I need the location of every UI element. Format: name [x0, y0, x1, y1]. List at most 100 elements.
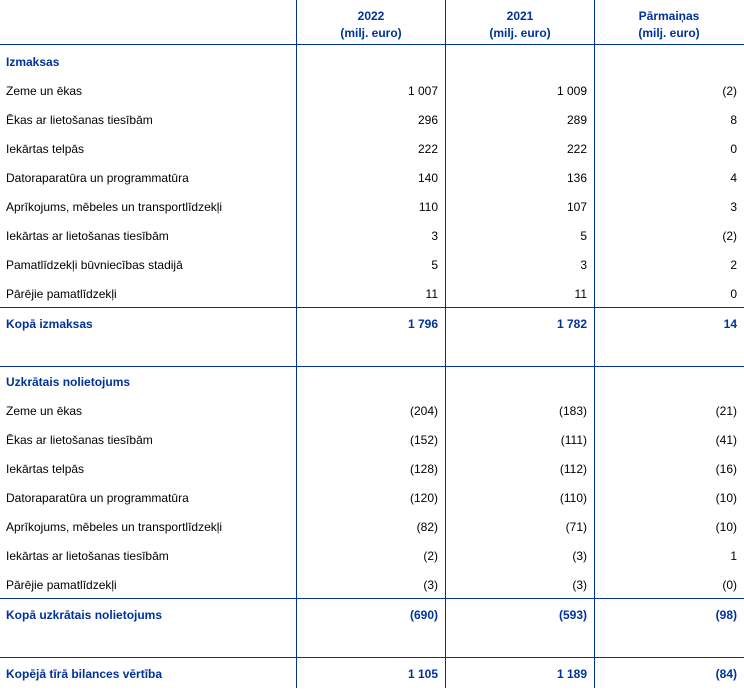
table-row: Zeme un ēkas (204) (183) (21): [0, 402, 744, 420]
value-2021: 1 009: [556, 84, 587, 98]
table-row: Pārējie pamatlīdzekļi (3) (3) (0): [0, 576, 744, 594]
value-2021: (3): [572, 578, 587, 592]
row-label: Iekārtas ar lietošanas tiesībām: [6, 549, 169, 563]
value-2022: (204): [409, 404, 438, 418]
value-change: (10): [715, 491, 737, 505]
value-change: (21): [715, 404, 737, 418]
row-label: Kopējā tīrā bilances vērtība: [6, 667, 163, 681]
column-unit: (milj. euro): [340, 26, 402, 40]
value-change: 4: [730, 171, 737, 185]
value-change: (41): [715, 433, 737, 447]
value-change: (98): [715, 608, 737, 622]
value-2021: 222: [566, 142, 587, 156]
value-2021: 5: [580, 229, 587, 243]
row-label: Iekārtas telpās: [6, 142, 85, 156]
table-row: Iekārtas telpās 222 222 0: [0, 140, 744, 158]
value-2021: (112): [559, 462, 587, 476]
row-divider: [0, 598, 744, 599]
row-label: Aprīkojums, mēbeles un transportlīdzekļi: [6, 520, 223, 534]
value-2022: 296: [417, 113, 438, 127]
row-label: Kopā uzkrātais nolietojums: [6, 608, 163, 622]
value-change: 0: [730, 142, 737, 156]
value-change: (16): [715, 462, 737, 476]
value-2022: 140: [417, 171, 438, 185]
value-2021: (71): [565, 520, 587, 534]
value-2022: 222: [417, 142, 438, 156]
table-row: Datoraparatūra un programmatūra 140 136 4: [0, 169, 744, 187]
column-header-2021: 2021 (milj. euro): [446, 8, 594, 42]
value-2021: 107: [566, 200, 587, 214]
value-2021: 3: [580, 258, 587, 272]
table-row: Datoraparatūra un programmatūra (120) (110…: [0, 489, 744, 507]
row-label: Datoraparatūra un programmatūra: [6, 171, 189, 185]
value-change: (84): [715, 667, 737, 681]
table-row: Ēkas ar lietošanas tiesībām 296 289 8: [0, 111, 744, 129]
header-divider: [0, 44, 744, 45]
table-row: Aprīkojums, mēbeles un transportlīdzekļi…: [0, 198, 744, 216]
value-2022: 110: [418, 200, 438, 214]
column-divider: [296, 0, 297, 688]
table-row: Pārējie pamatlīdzekļi 11 11 0: [0, 285, 744, 303]
value-change: 14: [723, 317, 737, 331]
table-row: Iekārtas ar lietošanas tiesībām (2) (3) 1: [0, 547, 744, 565]
row-label: Zeme un ēkas: [6, 84, 83, 98]
column-unit: (milj. euro): [489, 26, 551, 40]
value-2021: 136: [566, 171, 587, 185]
row-label: Ēkas ar lietošanas tiesībām: [6, 433, 153, 447]
value-change: 8: [730, 113, 737, 127]
section-title: Uzkrātais nolietojums: [0, 373, 744, 391]
value-2022: (120): [409, 491, 438, 505]
value-change: 2: [730, 258, 737, 272]
row-divider: [0, 307, 744, 308]
total-row: Kopā uzkrātais nolietojums (690) (593) (98): [0, 606, 744, 624]
value-2022: (690): [409, 608, 438, 622]
value-2022: 3: [431, 229, 438, 243]
value-2021: (111): [560, 433, 587, 447]
value-2022: (152): [409, 433, 438, 447]
value-2022: 11: [425, 287, 438, 301]
value-2022: 1 796: [407, 317, 438, 331]
value-change: (10): [715, 520, 737, 534]
row-divider: [0, 657, 744, 658]
column-year: 2022: [357, 9, 385, 23]
value-change: 0: [730, 287, 737, 301]
row-label: Zeme un ēkas: [6, 404, 83, 418]
table-row: Ēkas ar lietošanas tiesībām (152) (111) (41…: [0, 431, 744, 449]
value-2022: 1 007: [407, 84, 438, 98]
value-2022: (82): [416, 520, 438, 534]
value-change: (2): [722, 84, 737, 98]
value-2021: 11: [574, 287, 587, 301]
value-2021: 1 189: [556, 667, 587, 681]
row-label: Pārējie pamatlīdzekļi: [6, 287, 117, 301]
section-title-label: Izmaksas: [6, 55, 60, 69]
row-label: Ēkas ar lietošanas tiesībām: [6, 113, 153, 127]
column-header-change: Pārmaiņas (milj. euro): [595, 8, 743, 42]
row-divider: [0, 366, 744, 367]
value-change: (0): [722, 578, 737, 592]
value-2021: (183): [558, 404, 587, 418]
section-title: Izmaksas: [0, 53, 744, 71]
value-2022: 1 105: [407, 667, 438, 681]
row-label: Aprīkojums, mēbeles un transportlīdzekļi: [6, 200, 223, 214]
value-2021: 289: [566, 113, 587, 127]
value-2021: (3): [572, 549, 587, 563]
table-row: Pamatlīdzekļi būvniecības stadijā 5 3 2: [0, 256, 744, 274]
table-row: Iekārtas telpās (128) (112) (16): [0, 460, 744, 478]
value-2021: (110): [559, 491, 587, 505]
value-2022: (3): [423, 578, 438, 592]
value-change: 3: [730, 200, 737, 214]
value-2022: (128): [409, 462, 438, 476]
column-year: 2021: [506, 9, 534, 23]
row-label: Pamatlīdzekļi būvniecības stadijā: [6, 258, 183, 272]
row-label: Kopā izmaksas: [6, 317, 93, 331]
value-2022: (2): [423, 549, 438, 563]
total-row: Kopā izmaksas 1 796 1 782 14: [0, 315, 744, 333]
table-row: Aprīkojums, mēbeles un transportlīdzekļi…: [0, 518, 744, 536]
column-unit: (milj. euro): [638, 26, 700, 40]
section-title-label: Uzkrātais nolietojums: [6, 375, 131, 389]
value-2022: 5: [431, 258, 438, 272]
row-label: Iekārtas ar lietošanas tiesībām: [6, 229, 169, 243]
value-2021: 1 782: [556, 317, 587, 331]
row-label: Iekārtas telpās: [6, 462, 85, 476]
row-label: Datoraparatūra un programmatūra: [6, 491, 189, 505]
